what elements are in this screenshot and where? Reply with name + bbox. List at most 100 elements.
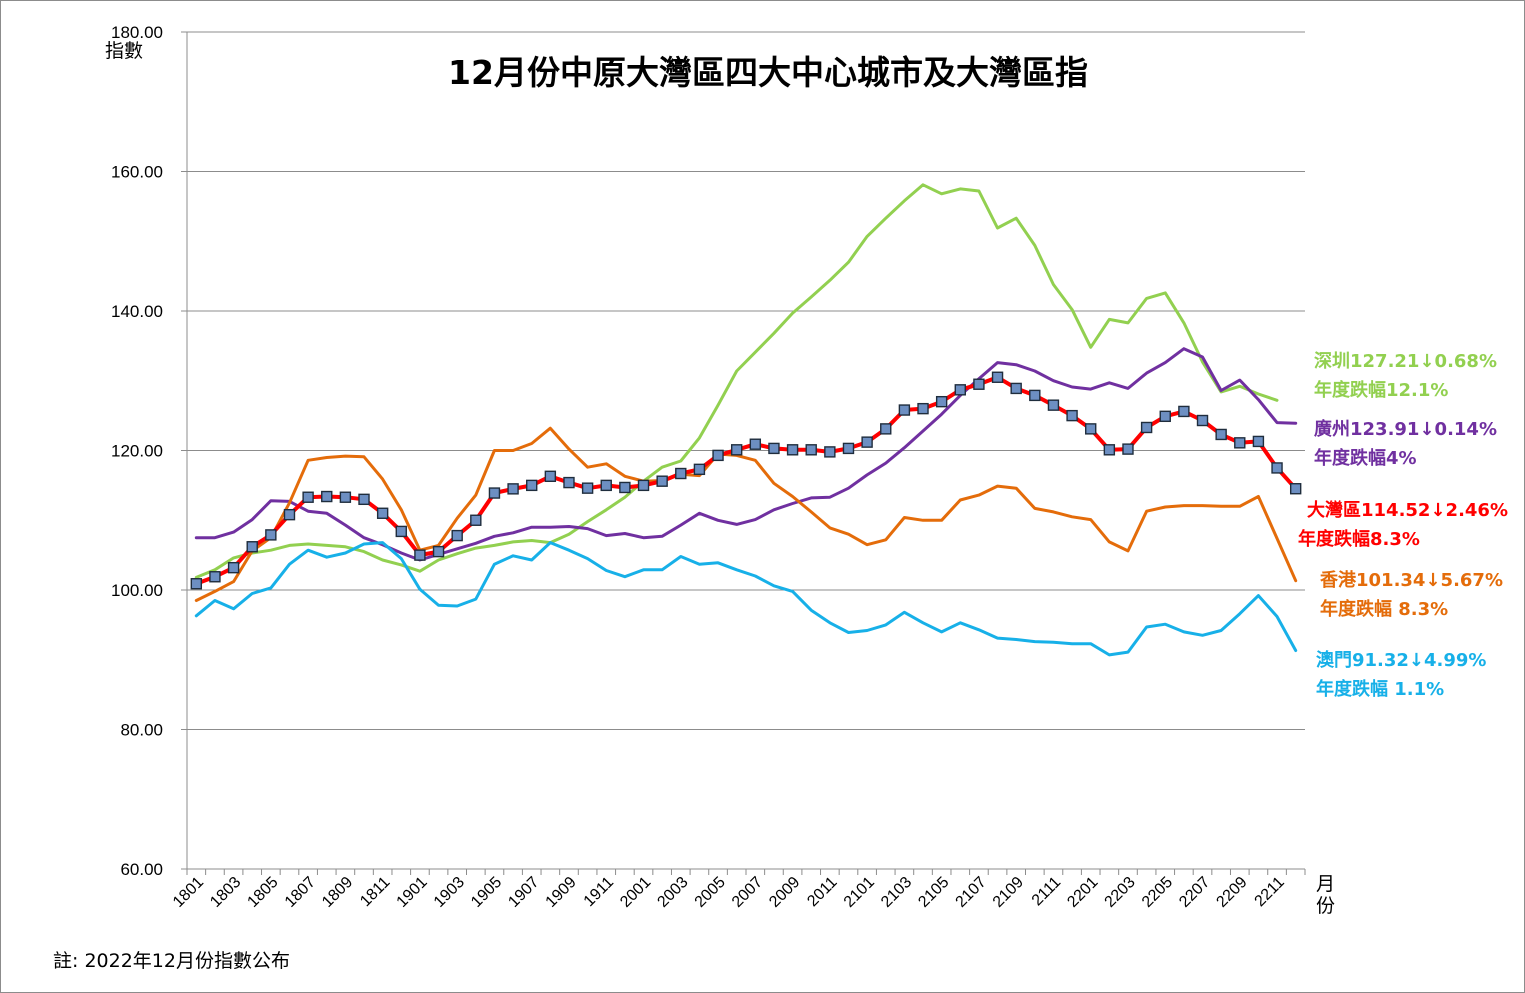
series-line-macau	[194, 541, 1298, 657]
gba-point	[432, 545, 445, 558]
gba-point	[470, 514, 482, 526]
gba-point	[1085, 423, 1097, 435]
annotation-macau-yearly: 年度跌幅 1.1%	[1316, 678, 1444, 700]
gba-point	[730, 444, 743, 456]
footnote: 註: 2022年12月份指數公布	[53, 950, 290, 972]
gba-point	[1178, 405, 1190, 418]
x-tick-label: 1909	[543, 874, 580, 911]
gba-point	[302, 491, 314, 503]
gba-point	[209, 571, 221, 583]
y-tick-label: 80.00	[120, 721, 163, 740]
gba-point	[1252, 435, 1265, 448]
gba-point	[1010, 382, 1022, 395]
y-axis-label: 指數	[105, 40, 143, 62]
gba-point	[637, 479, 650, 492]
x-tick-label: 1809	[319, 874, 356, 911]
x-tick-label: 2209	[1213, 874, 1250, 911]
gba-point	[973, 378, 985, 390]
gba-point	[898, 404, 911, 416]
gba-point	[376, 507, 389, 519]
gba-point	[451, 529, 463, 542]
gba-point	[265, 529, 277, 541]
x-tick-label: 2005	[692, 874, 729, 911]
x-tick-label: 1801	[170, 874, 207, 911]
gba-point	[321, 490, 333, 503]
axes	[181, 31, 1306, 875]
gba-point	[600, 479, 612, 492]
x-tick-label: 2201	[1064, 874, 1101, 911]
x-tick-label: 2211	[1252, 874, 1288, 910]
x-tick-label: 2007	[729, 874, 766, 911]
gba-point	[675, 467, 687, 480]
gba-point	[1066, 409, 1078, 422]
gba-point	[824, 446, 836, 458]
gba-point	[246, 541, 258, 553]
x-tick-label: 2203	[1102, 874, 1139, 911]
gba-point	[190, 578, 203, 590]
gba-point	[488, 487, 501, 499]
series-line-hongkong	[194, 426, 1298, 602]
gba-point	[526, 479, 538, 492]
gba-point	[656, 475, 668, 487]
gba-point	[991, 371, 1004, 383]
x-tick-label: 2107	[953, 874, 990, 911]
gba-point	[842, 442, 855, 455]
gba-point	[935, 395, 948, 408]
gba-point	[1103, 444, 1116, 456]
x-tick-label: 2105	[915, 874, 952, 911]
gba-point	[227, 561, 240, 574]
x-tick-label: 1811	[357, 874, 393, 910]
x-tick-label: 1803	[207, 874, 244, 911]
gba-point	[880, 423, 892, 435]
gba-point	[1159, 410, 1171, 423]
annotation-shenzhen-yearly: 年度跌幅12.1%	[1314, 379, 1448, 401]
gba-point	[768, 442, 780, 455]
gba-point	[563, 476, 575, 489]
x-tick-label: 2103	[878, 874, 915, 911]
annotation-gba-yearly: 年度跌幅8.3%	[1298, 528, 1420, 550]
gba-point	[283, 508, 296, 521]
gba-point	[693, 463, 706, 476]
gba-point	[954, 384, 966, 396]
x-tick-label: 2207	[1176, 874, 1213, 911]
x-tick-label: 2109	[990, 874, 1027, 911]
x-tick-label: 1901	[394, 874, 431, 911]
y-tick-label: 120.00	[111, 442, 163, 461]
x-tick-label: 2001	[617, 874, 654, 911]
y-tick-label: 160.00	[111, 163, 163, 182]
x-tick-label: 2101	[841, 874, 878, 911]
x-tick-label: 1805	[244, 874, 281, 911]
x-tick-label: 1807	[282, 874, 319, 911]
series-annotations: 深圳127.21↓0.68% 年度跌幅12.1% 廣州123.91↓0.14% 年度跌…	[1298, 350, 1508, 700]
gba-point	[358, 493, 370, 506]
y-tick-label: 140.00	[111, 302, 163, 321]
gba-point	[1215, 428, 1227, 441]
y-tick-label: 60.00	[120, 860, 163, 879]
gba-point	[414, 549, 426, 561]
gba-point	[712, 449, 724, 462]
gba-point	[1289, 483, 1302, 495]
gba-point	[619, 481, 631, 494]
y-tick-labels: 60.00 80.00 100.00 120.00 140.00 160.00 180.00	[111, 23, 163, 879]
y-tick-label: 180.00	[111, 23, 163, 42]
gba-point	[1271, 462, 1283, 474]
gba-point	[861, 436, 873, 448]
series-line-shenzhen	[194, 183, 1279, 579]
x-tick-label: 1903	[431, 874, 468, 911]
series-line-gba	[194, 375, 1298, 586]
gba-point	[507, 483, 519, 495]
annotation-shenzhen-value: 深圳127.21↓0.68%	[1314, 350, 1497, 372]
x-tick-label: 2011	[804, 874, 840, 910]
gba-markers	[190, 371, 1302, 590]
gba-point	[581, 482, 594, 494]
annotation-guangzhou-value: 廣州123.91↓0.14%	[1314, 418, 1497, 440]
annotation-guangzhou-yearly: 年度跌幅4%	[1314, 447, 1417, 469]
gba-point	[1047, 399, 1060, 411]
x-axis-label-part2: 份	[1316, 895, 1335, 917]
x-tick-label: 2205	[1139, 874, 1176, 911]
gba-point	[395, 525, 407, 538]
annotation-gba-value: 大灣區114.52↓2.46%	[1307, 499, 1508, 521]
gba-point	[1122, 443, 1134, 455]
x-tick-label: 1905	[468, 874, 505, 911]
